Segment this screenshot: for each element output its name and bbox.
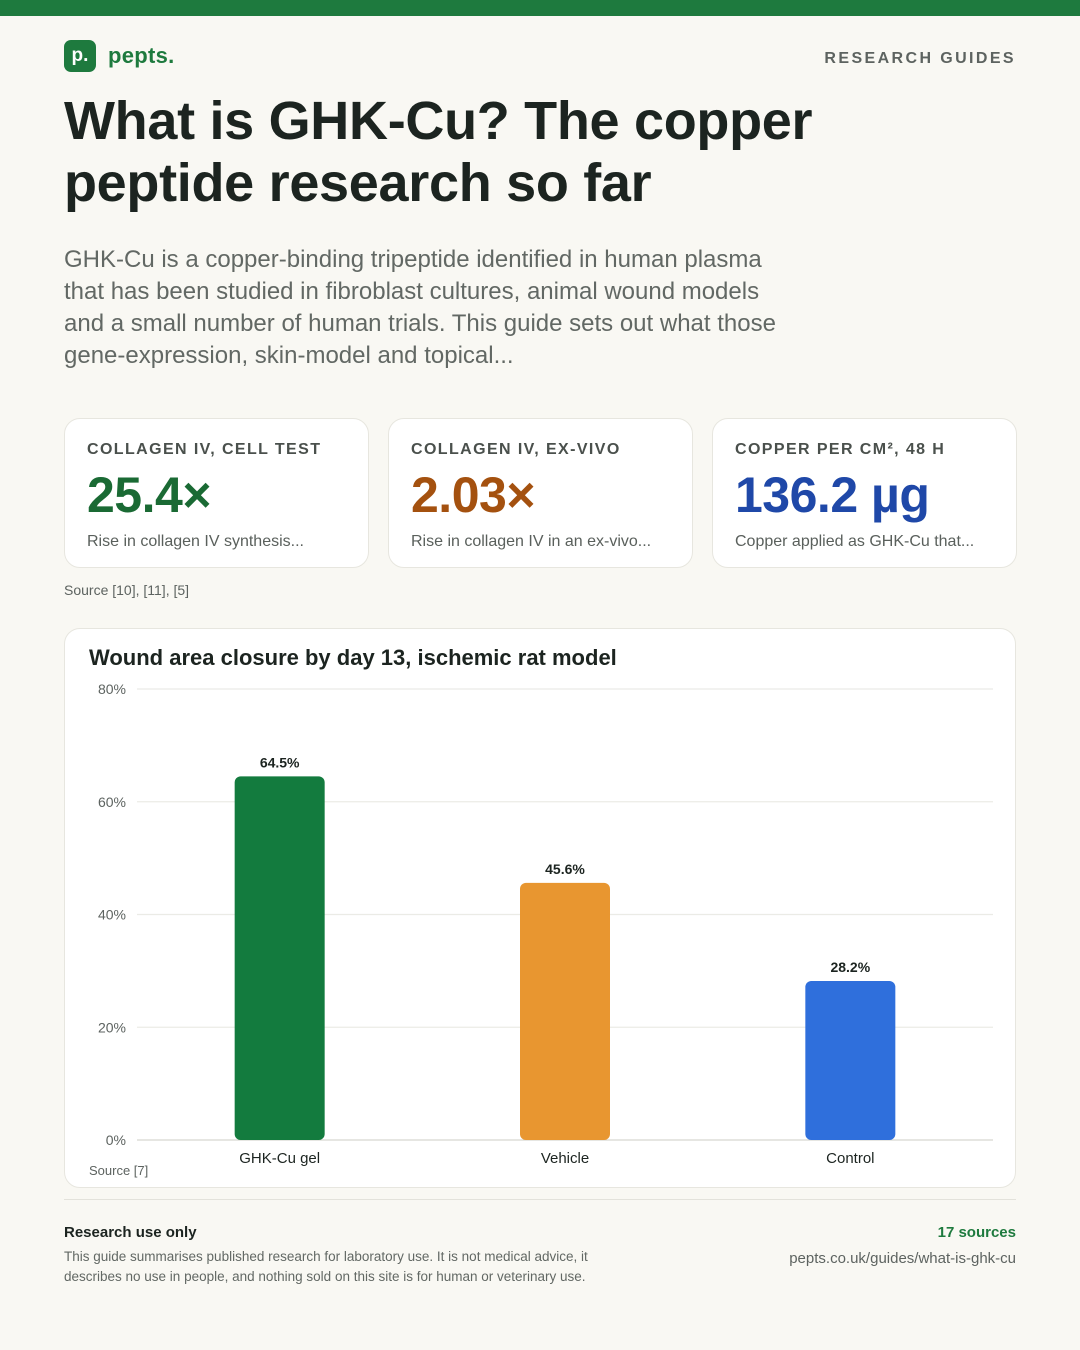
bar-chart: 0% 20% 40% 60% 80% 64.5% GHK-Cu gel 45.6% Vehicl… bbox=[98, 681, 993, 1167]
bar-value-label: 45.6% bbox=[545, 861, 585, 877]
stat-value: 25.4× bbox=[87, 467, 212, 523]
x-category-label: Control bbox=[826, 1150, 874, 1167]
stat-card-collagen-exvivo: COLLAGEN IV, EX-VIVO 2.03× Rise in colla… bbox=[388, 418, 693, 568]
y-tick-label: 0% bbox=[106, 1132, 126, 1148]
page-url[interactable]: pepts.co.uk/guides/what-is-ghk-cu bbox=[789, 1250, 1016, 1267]
stat-label: COLLAGEN IV, EX-VIVO bbox=[411, 441, 621, 458]
y-tick-label: 20% bbox=[98, 1019, 126, 1035]
section-label: RESEARCH GUIDES bbox=[824, 50, 1016, 67]
stat-value: 2.03× bbox=[411, 467, 536, 523]
chart-source: Source [7] bbox=[89, 1163, 149, 1178]
x-category-label: GHK-Cu gel bbox=[239, 1150, 320, 1167]
brand-logo-icon: p. bbox=[64, 40, 96, 72]
chart-title: Wound area closure by day 13, ischemic r… bbox=[89, 645, 617, 670]
sources-count[interactable]: 17 sources bbox=[937, 1224, 1016, 1241]
bar bbox=[520, 882, 610, 1140]
footer-divider bbox=[64, 1199, 1016, 1200]
chart-card: 0% 20% 40% 60% 80% 64.5% GHK-Cu gel 45.6% Vehicl… bbox=[64, 628, 1016, 1188]
bar-value-label: 28.2% bbox=[830, 959, 870, 975]
stat-label: COLLAGEN IV, CELL TEST bbox=[87, 441, 322, 458]
stat-description: Copper applied as GHK-Cu that... bbox=[735, 533, 975, 550]
intro-paragraph: GHK-Cu is a copper-binding tripeptide id… bbox=[64, 246, 776, 369]
stat-card-collagen-cell: COLLAGEN IV, CELL TEST 25.4× Rise in col… bbox=[64, 418, 369, 568]
top-accent-bar bbox=[0, 0, 1080, 16]
footer-title: Research use only bbox=[64, 1224, 197, 1241]
brand[interactable]: p. pepts. bbox=[64, 40, 175, 72]
y-tick-label: 40% bbox=[98, 907, 126, 923]
page-title: What is GHK-Cu? The copper peptide resea… bbox=[64, 91, 813, 213]
bar bbox=[805, 981, 896, 1140]
footer-disclaimer: This guide summarises published research… bbox=[64, 1249, 588, 1284]
stat-value: 136.2 µg bbox=[735, 467, 930, 523]
y-tick-label: 80% bbox=[98, 681, 126, 697]
bar-value-label: 64.5% bbox=[260, 754, 300, 770]
y-tick-label: 60% bbox=[98, 794, 126, 810]
stats-source: Source [10], [11], [5] bbox=[64, 582, 190, 598]
stat-description: Rise in collagen IV synthesis... bbox=[87, 533, 304, 550]
brand-name: pepts. bbox=[108, 43, 175, 68]
x-category-label: Vehicle bbox=[541, 1150, 589, 1167]
bar bbox=[234, 776, 325, 1140]
stat-label: COPPER PER CM², 48 H bbox=[735, 441, 946, 458]
stat-description: Rise in collagen IV in an ex-vivo... bbox=[411, 533, 652, 550]
stat-card-copper: COPPER PER CM², 48 H 136.2 µg Copper app… bbox=[712, 418, 1017, 568]
